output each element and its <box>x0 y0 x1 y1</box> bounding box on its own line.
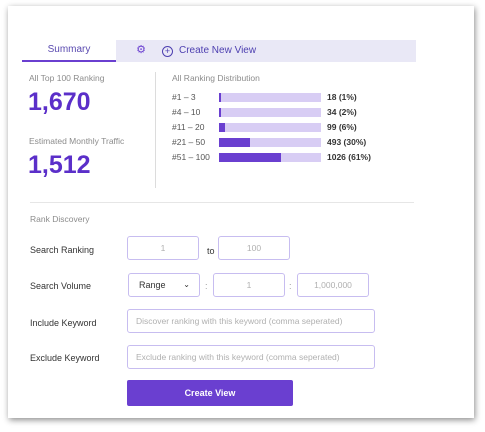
distribution-bar-track <box>219 153 321 162</box>
exclude-keyword-label: Exclude Keyword <box>30 353 100 363</box>
distribution-row: #1 – 3 18 (1%) <box>172 92 402 102</box>
distribution-row: #11 – 20 99 (6%) <box>172 122 402 132</box>
tab-summary[interactable]: Summary <box>22 40 116 62</box>
volume-mode-select[interactable]: Range ⌄ <box>128 273 200 297</box>
distribution-row: #51 – 100 1026 (61%) <box>172 152 402 162</box>
tab-create-label: Create New View <box>179 45 257 56</box>
distribution-count: 1026 (61%) <box>327 152 371 162</box>
to-label: to <box>207 246 215 256</box>
section-divider <box>30 202 414 203</box>
distribution-count: 18 (1%) <box>327 92 357 102</box>
distribution-bar-fill <box>219 108 222 117</box>
all-top-100-value: 1,670 <box>28 88 91 116</box>
rank-discovery-title: Rank Discovery <box>30 214 90 224</box>
panel-frame: Summary ⚙ + Create New View All Top 100 R… <box>8 6 474 418</box>
plus-circle-icon: + <box>162 46 173 57</box>
include-keyword-label: Include Keyword <box>30 318 97 328</box>
distribution-range: #11 – 20 <box>172 122 205 132</box>
traffic-value: 1,512 <box>28 151 91 179</box>
distribution-bar-fill <box>219 153 282 162</box>
search-volume-label: Search Volume <box>30 281 92 291</box>
search-ranking-label: Search Ranking <box>30 245 95 255</box>
distribution-row: #21 – 50 493 (30%) <box>172 137 402 147</box>
gear-icon[interactable]: ⚙ <box>136 44 146 56</box>
all-top-100-label: All Top 100 Ranking <box>29 73 105 83</box>
distribution-count: 493 (30%) <box>327 137 367 147</box>
distribution-range: #4 – 10 <box>172 107 201 117</box>
volume-mode-value: Range <box>139 280 166 290</box>
ranking-to-input[interactable] <box>218 236 290 260</box>
distribution-count: 34 (2%) <box>327 107 357 117</box>
distribution-row: #4 – 10 34 (2%) <box>172 107 402 117</box>
distribution-bar-fill <box>219 93 221 102</box>
exclude-keyword-input[interactable] <box>127 345 375 369</box>
separator-1: : <box>205 281 208 291</box>
separator-2: : <box>289 281 292 291</box>
vertical-divider <box>155 72 156 188</box>
distribution-title: All Ranking Distribution <box>172 73 260 83</box>
distribution-bar-track <box>219 123 321 132</box>
traffic-label: Estimated Monthly Traffic <box>29 136 125 146</box>
distribution-range: #21 – 50 <box>172 137 206 147</box>
distribution-count: 99 (6%) <box>327 122 357 132</box>
ranking-from-input[interactable] <box>127 236 199 260</box>
distribution-range: #1 – 3 <box>172 92 196 102</box>
distribution-bar-fill <box>219 123 226 132</box>
distribution-bar-fill <box>219 138 250 147</box>
tab-bar: Summary ⚙ + Create New View <box>22 40 416 62</box>
create-view-button[interactable]: Create View <box>127 380 293 406</box>
chevron-down-icon: ⌄ <box>183 280 190 289</box>
volume-max-input[interactable] <box>297 273 369 297</box>
include-keyword-input[interactable] <box>127 309 375 333</box>
volume-min-input[interactable] <box>213 273 285 297</box>
distribution-bar-track <box>219 93 321 102</box>
distribution-bar-track <box>219 108 321 117</box>
distribution-range: #51 – 100 <box>172 152 210 162</box>
tab-create-new-view[interactable]: + Create New View <box>162 40 256 62</box>
distribution-bar-track <box>219 138 321 147</box>
